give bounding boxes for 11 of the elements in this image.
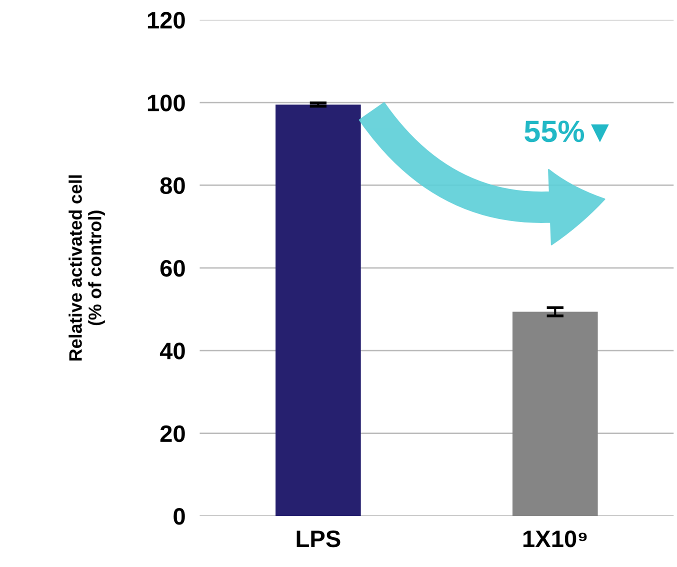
y-tick-label: 80 — [160, 177, 185, 194]
x-tick-label: LPS — [296, 530, 340, 548]
x-tick-label: 1X10⁹ — [523, 530, 587, 548]
y-tick-label: 120 — [148, 12, 185, 29]
y-axis-title: Relative activated cell (% of control) — [68, 175, 105, 361]
annotation: 55%▼ — [524, 120, 609, 142]
y-tick-label: 0 — [174, 508, 185, 525]
y-tick-label: 100 — [148, 94, 185, 112]
y-tick-label: 60 — [160, 260, 185, 277]
y-tick-label: 40 — [160, 342, 185, 360]
y-tick-label: 20 — [160, 425, 185, 442]
